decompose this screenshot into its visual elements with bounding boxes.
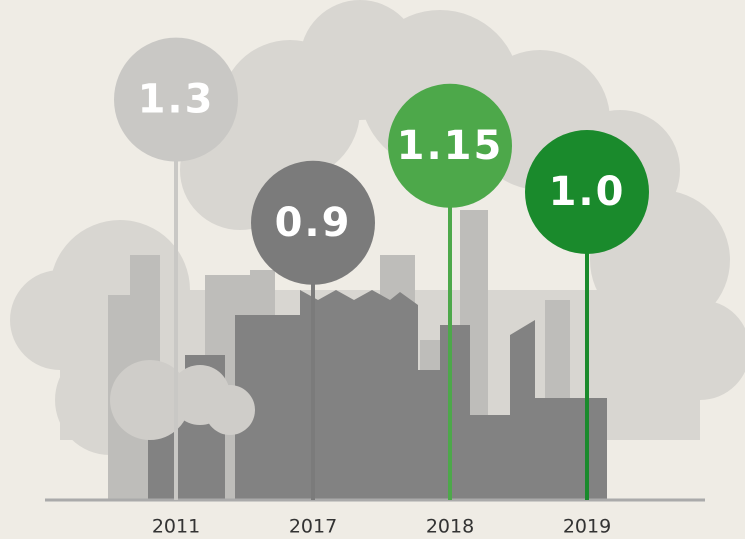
bubble	[251, 160, 375, 285]
value-label: 1.3	[138, 77, 215, 123]
value-label: 1.0	[549, 169, 626, 215]
x-tick-label: 2018	[426, 516, 474, 538]
bubble	[525, 130, 649, 254]
value-label: 1.15	[397, 123, 504, 169]
bubble	[114, 37, 238, 162]
buildings-dark	[148, 290, 607, 500]
clouds-front	[110, 360, 255, 440]
value-label: 0.9	[275, 200, 352, 246]
bubble	[388, 83, 512, 208]
x-tick-label: 2017	[289, 516, 337, 538]
x-tick-label: 2019	[563, 516, 611, 538]
x-tick-label: 2011	[152, 516, 200, 538]
